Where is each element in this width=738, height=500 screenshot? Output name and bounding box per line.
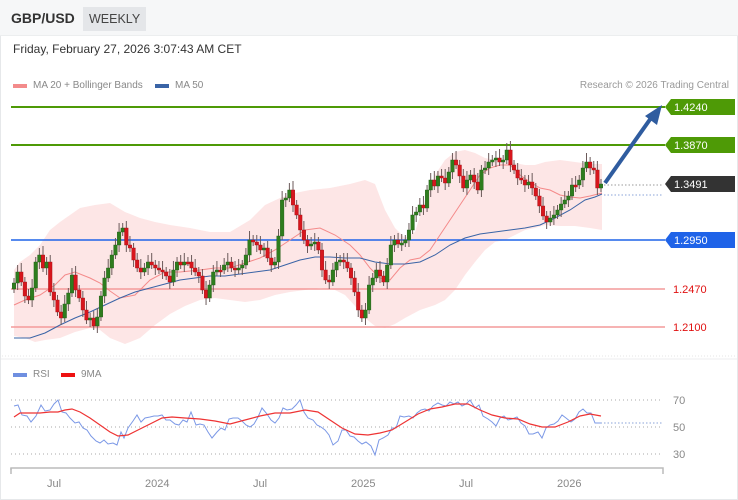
rsi-tick-50: 50 (673, 422, 685, 434)
x-tick-jul-2024: Jul (253, 478, 267, 490)
x-axis-line (10, 467, 664, 474)
x-tick-2026: 2026 (557, 478, 581, 490)
tag-last-price: 1.3491 (665, 176, 735, 192)
legend-ma50-label: MA 50 (175, 80, 204, 91)
rsi-tick-30: 30 (673, 449, 685, 461)
arrow-head-icon (645, 105, 662, 125)
rsi-line (13, 398, 601, 457)
x-tick-jul-2023: Jul (47, 478, 61, 490)
tag-pivot: 1.2950 (665, 232, 735, 248)
rsi-tick-70: 70 (673, 395, 685, 407)
candlesticks (11, 141, 604, 333)
period-badge[interactable]: WEEKLY (83, 7, 147, 31)
symbol-title: GBP/USD (11, 10, 75, 26)
9ma-swatch-icon (61, 372, 75, 377)
legend-ma20-label: MA 20 + Bollinger Bands (33, 80, 143, 91)
tag-r1: 1.3870 (665, 137, 735, 153)
tag-s2: 1.2100 (673, 322, 707, 334)
legend-ma50: MA 50 (155, 80, 203, 91)
svg-text:1.3870: 1.3870 (674, 140, 708, 152)
legend-9ma-label: 9MA (81, 369, 102, 380)
legend-9ma: 9MA (61, 369, 102, 380)
ma50-swatch-icon (155, 83, 169, 88)
rsi-9ma-line (13, 403, 602, 437)
legend-ma20: MA 20 + Bollinger Bands (13, 80, 143, 91)
x-tick-jul-2025: Jul (459, 478, 473, 490)
tag-s1: 1.2470 (673, 284, 707, 296)
svg-text:1.4240: 1.4240 (674, 102, 708, 114)
x-tick-2024: 2024 (145, 478, 169, 490)
tag-r2: 1.4240 (665, 99, 735, 115)
rsi-swatch-icon (13, 372, 27, 377)
credit-text: Research © 2026 Trading Central (579, 80, 729, 91)
timestamp: Friday, February 27, 2026 3:07:43 AM CET (13, 42, 242, 56)
x-tick-2025: 2025 (351, 478, 375, 490)
legend-rsi-label: RSI (33, 369, 50, 380)
legend-rsi: RSI (13, 369, 50, 380)
header-bar: GBP/USD WEEKLY (0, 0, 738, 36)
ma50-line (14, 193, 603, 339)
svg-text:1.3491: 1.3491 (674, 179, 708, 191)
ma20-swatch-icon (13, 83, 27, 88)
target-arrow (603, 116, 653, 185)
svg-text:1.2950: 1.2950 (674, 235, 708, 247)
